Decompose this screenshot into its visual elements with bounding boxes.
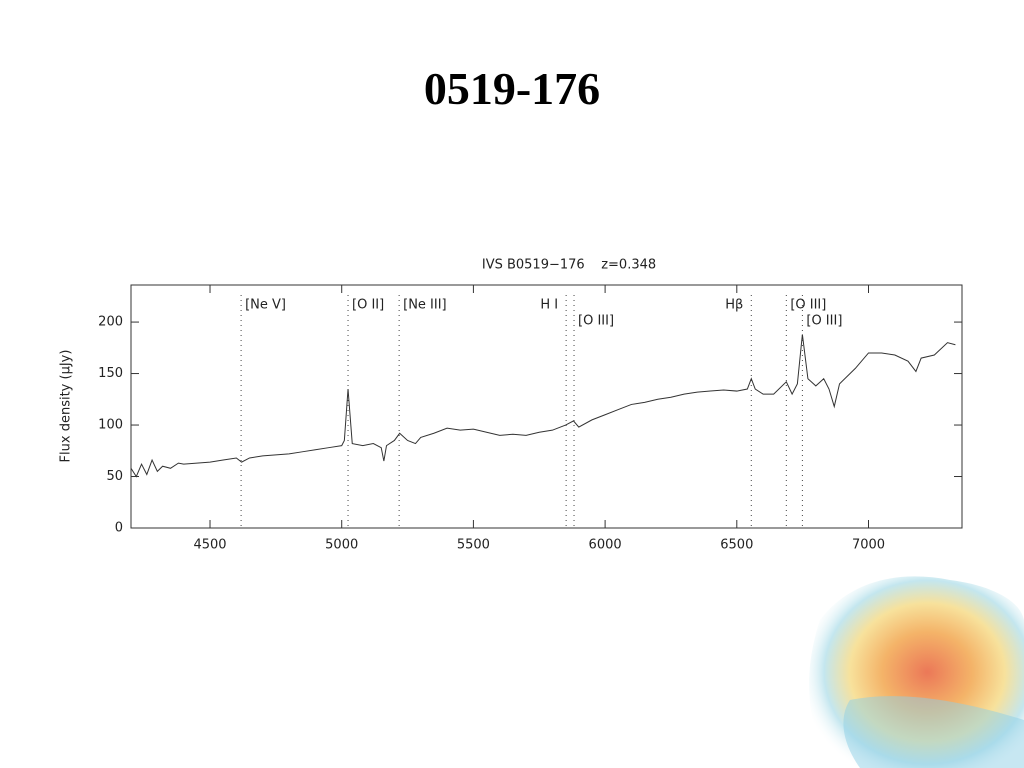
y-tick-label: 0 (115, 521, 123, 536)
x-tick-label: 5000 (325, 538, 358, 553)
y-axis-label: Flux density (μJy) (59, 350, 74, 463)
x-tick-label: 6500 (720, 538, 753, 553)
plot-frame (130, 284, 963, 529)
x-tick-label: 6000 (589, 538, 622, 553)
slide-title: 0519-176 (423, 63, 601, 114)
x-tick-label: 5500 (457, 538, 490, 553)
chart-title: IVS B0519−176 z=0.348 (482, 258, 656, 273)
line-label: [O III] (790, 298, 826, 313)
line-label: H I (540, 298, 558, 313)
line-label: [Ne III] (403, 298, 447, 313)
y-tick-label: 200 (98, 315, 123, 330)
y-tick-label: 150 (98, 366, 123, 381)
line-label: [O III] (578, 314, 614, 329)
x-tick-label: 4500 (193, 538, 226, 553)
line-label: [O III] (806, 314, 842, 329)
line-label: [Ne V] (245, 298, 286, 313)
spectrum-line (130, 334, 956, 478)
x-tick-label: 7000 (852, 538, 885, 553)
line-label: [O II] (352, 298, 384, 313)
line-label: Hβ (725, 298, 743, 313)
y-tick-label: 50 (106, 469, 123, 484)
map-decoration (843, 696, 1024, 768)
y-tick-label: 100 (98, 418, 123, 433)
